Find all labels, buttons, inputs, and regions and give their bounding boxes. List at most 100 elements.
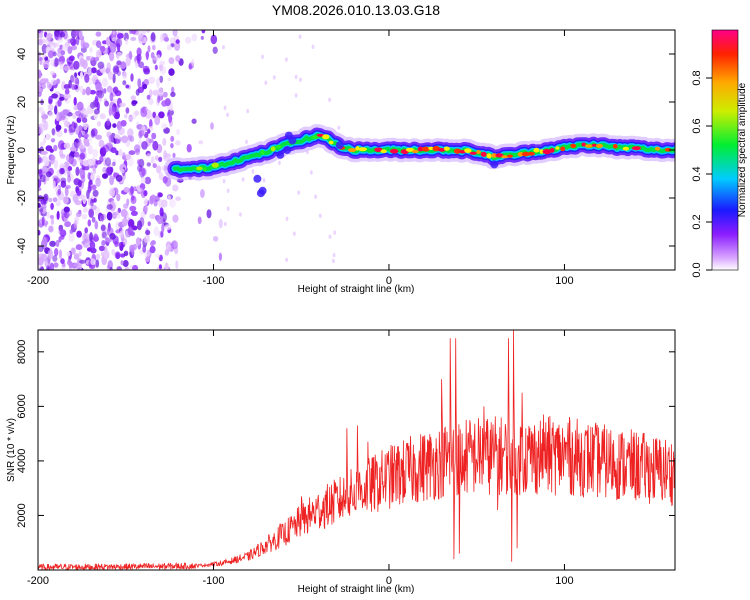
- noise-speck: [46, 211, 50, 219]
- noise-speck: [106, 118, 110, 126]
- noise-speck: [96, 121, 102, 127]
- noise-speck: [38, 38, 43, 46]
- noise-speck: [137, 159, 141, 165]
- noise-speck: [85, 86, 91, 96]
- noise-speck: [134, 110, 140, 116]
- noise-speck: [73, 96, 77, 106]
- noise-speck: [115, 138, 119, 143]
- noise-speck: [110, 43, 117, 53]
- noise-speck: [164, 224, 172, 231]
- y-tick-label: 0: [16, 147, 28, 153]
- ridge-hotspot: [539, 149, 544, 154]
- noise-speck: [115, 221, 120, 231]
- noise-speck: [43, 136, 47, 144]
- noise-speck: [172, 152, 176, 158]
- noise-speck: [198, 140, 204, 145]
- noise-speck: [155, 155, 159, 161]
- noise-speck: [54, 42, 60, 48]
- ridge-hotspot: [311, 135, 320, 140]
- noise-speck: [112, 123, 117, 128]
- noise-speck: [63, 211, 70, 219]
- noise-speck: [90, 199, 94, 207]
- ridge-hotspot: [469, 151, 477, 155]
- noise-speck: [138, 33, 145, 42]
- noise-speck: [106, 62, 111, 72]
- noise-speck: [111, 106, 116, 117]
- noise-speck: [121, 135, 128, 144]
- noise-speck: [116, 60, 122, 66]
- noise-speck: [97, 90, 105, 99]
- noise-speck: [148, 76, 156, 84]
- noise-speck: [63, 196, 69, 205]
- noise-speck: [89, 47, 93, 53]
- x-tick-label: -100: [202, 275, 224, 287]
- noise-speck: [129, 205, 137, 212]
- noise-speck: [141, 176, 146, 184]
- noise-speck: [131, 100, 138, 105]
- noise-speck: [52, 197, 58, 203]
- noise-speck: [146, 162, 151, 167]
- noise-speck: [120, 61, 127, 69]
- noise-speck: [115, 252, 120, 260]
- noise-speck: [38, 169, 43, 174]
- noise-speck: [92, 189, 99, 197]
- noise-speck: [41, 83, 46, 90]
- noise-speck: [223, 221, 227, 227]
- noise-speck: [285, 216, 289, 221]
- noise-speck: [91, 216, 96, 223]
- noise-speck: [87, 185, 92, 194]
- colorbar-tick-label: 0.4: [691, 166, 703, 181]
- noise-speck: [73, 105, 78, 111]
- ridge-hotspot: [591, 143, 597, 147]
- noise-speck: [109, 266, 113, 270]
- noise-speck: [60, 177, 67, 184]
- noise-speck: [169, 198, 176, 208]
- noise-speck: [122, 71, 128, 80]
- noise-speck: [337, 125, 341, 130]
- noise-speck: [122, 172, 126, 180]
- noise-speck: [76, 211, 82, 217]
- noise-speck: [81, 174, 86, 183]
- noise-speck: [68, 261, 73, 269]
- noise-speck: [210, 34, 218, 45]
- ridge-hotspot: [527, 151, 535, 156]
- noise-speck: [125, 57, 131, 67]
- noise-speck: [93, 233, 99, 242]
- ridge-hotspot: [348, 148, 357, 153]
- noise-speck: [59, 153, 66, 159]
- noise-speck: [172, 184, 179, 192]
- noise-speck: [63, 128, 68, 134]
- snr-x-label: Height of straight line (km): [298, 584, 415, 595]
- x-tick-label: 100: [555, 275, 573, 287]
- noise-speck: [50, 71, 56, 76]
- ridge-hotspot: [260, 149, 265, 155]
- noise-speck: [120, 120, 127, 127]
- snr-x-ticks: -200 -100 0 100: [27, 330, 574, 587]
- noise-speck: [264, 80, 268, 85]
- noise-speck: [145, 256, 150, 263]
- noise-speck: [123, 203, 129, 209]
- noise-speck: [42, 195, 48, 205]
- noise-speck: [241, 177, 245, 182]
- noise-speck: [88, 66, 92, 75]
- noise-speck: [212, 236, 219, 242]
- noise-speck: [95, 83, 102, 91]
- noise-speck: [130, 95, 136, 101]
- noise-speck: [251, 169, 255, 174]
- noise-speck: [73, 60, 80, 70]
- noise-speck: [175, 196, 182, 201]
- noise-speck: [79, 259, 86, 264]
- noise-speck: [97, 61, 105, 69]
- noise-speck: [64, 186, 69, 197]
- noise-speck: [158, 264, 162, 270]
- noise-speck: [149, 213, 156, 219]
- noise-speck: [63, 142, 71, 149]
- noise-speck: [40, 150, 48, 155]
- noise-speck: [59, 64, 64, 70]
- noise-speck: [294, 93, 298, 98]
- noise-speck: [72, 112, 77, 120]
- noise-speck: [73, 253, 80, 260]
- noise-speck: [309, 170, 313, 175]
- noise-speck: [102, 173, 108, 179]
- noise-speck: [46, 33, 53, 41]
